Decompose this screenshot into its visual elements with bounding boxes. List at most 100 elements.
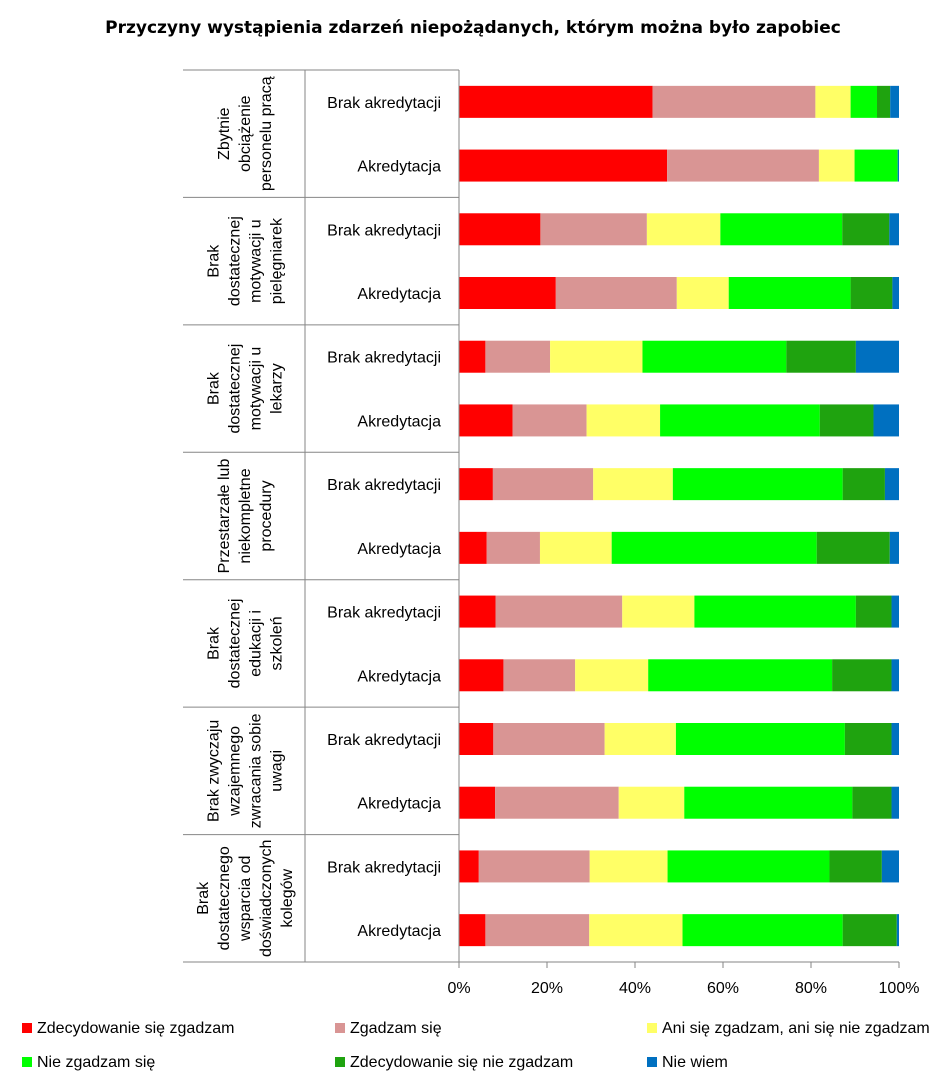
group-label-line: dostatecznej (227, 216, 244, 306)
bar-label: Brak akredytacji (327, 732, 441, 749)
group-label-line: uwagi (269, 750, 286, 792)
legend: Zdecydowanie się zgadzam Zgadzam się Ani s… (0, 1010, 946, 1080)
bar-segment-g1-b1-s5 (877, 85, 891, 118)
group-label: Przestarzałe lub niekompletne procedury (216, 459, 275, 574)
bar-segment-g4-b2-s1 (459, 531, 487, 564)
legend-item: Nie zgadzam się (22, 1054, 155, 1072)
bar-segment-g5-b2-s4 (648, 659, 833, 692)
bar-segment-g1-b1-s4 (850, 85, 877, 118)
bar-segment-g2-b1-s6 (889, 213, 899, 246)
bar-segment-g1-b2-s6 (897, 149, 899, 182)
group-label-line: szkoleń (269, 616, 286, 670)
x-tick-label: 60% (707, 980, 739, 997)
group-label: Brak dostatecznej edukacji i szkoleń (206, 599, 286, 689)
legend-swatch (335, 1023, 345, 1033)
bar-segment-g4-b1-s1 (459, 468, 493, 501)
bar-segment-g3-b2-s3 (586, 404, 661, 437)
x-tick-label: 80% (795, 980, 827, 997)
group-label-line: dostatecznej (227, 599, 244, 689)
bar-segment-g2-b2-s1 (459, 277, 556, 309)
group-label-line: motywacji u (248, 347, 265, 431)
bar-segment-g4-b1-s3 (593, 468, 673, 501)
bar-segment-g3-b2-s5 (819, 404, 874, 437)
legend-item: Zdecydowanie się zgadzam (22, 1020, 234, 1038)
bar-segment-g7-b2-s4 (682, 914, 843, 947)
bar-segment-g7-b2-s1 (459, 914, 486, 947)
legend-label: Zdecydowanie się zgadzam (37, 1020, 235, 1037)
bar-segment-g3-b1-s5 (786, 340, 856, 373)
bar-label: Brak akredytacji (327, 477, 441, 494)
bar-segment-g5-b1-s2 (495, 595, 623, 628)
bar-segment-g4-b1-s2 (492, 468, 594, 501)
x-tick-label: 20% (531, 980, 563, 997)
bar-segment-g7-b1-s4 (667, 850, 830, 883)
legend-label: Nie zgadzam się (37, 1054, 156, 1071)
bar-segment-g6-b1-s3 (604, 723, 676, 755)
group-label-line: dostatecznej (227, 344, 244, 434)
group-label: Brak dostatecznej motywacji u lekarzy (206, 344, 286, 434)
bar-segment-g6-b2-s5 (852, 786, 892, 819)
group-label-line: dostatecznego (216, 846, 233, 950)
bar-segment-g3-b2-s1 (459, 404, 513, 437)
bar-segment-g3-b1-s1 (459, 340, 486, 373)
group-label-line: pielęgniarek (269, 217, 286, 304)
bar-segment-g2-b1-s1 (459, 213, 541, 246)
bar-segment-g4-b1-s4 (672, 468, 843, 501)
bar-segment-g6-b2-s2 (495, 786, 619, 819)
bar-segment-g1-b1-s2 (652, 85, 816, 118)
bar-segment-g1-b2-s3 (818, 149, 855, 182)
bar-segment-g7-b1-s2 (478, 850, 590, 883)
bar-segment-g3-b1-s4 (642, 340, 787, 373)
bar-label: Akredytacja (357, 413, 441, 430)
group-label-line: Brak (206, 244, 223, 278)
bar-label: Brak akredytacji (327, 350, 441, 367)
legend-swatch (22, 1023, 32, 1033)
bar-label: Akredytacja (357, 923, 441, 940)
legend-swatch (647, 1023, 657, 1033)
chart-area: Brak akredytacji Akredytacja Zbytnie obciąż… (183, 69, 919, 997)
group-label-line: procedury (258, 480, 275, 551)
bar-segment-g6-b1-s1 (459, 723, 494, 755)
bar-segment-g5-b2-s3 (575, 659, 649, 692)
bar-segment-g5-b1-s6 (891, 595, 899, 628)
bar-segment-g6-b2-s6 (891, 786, 899, 819)
legend-item: Zdecydowanie się nie zgadzam (335, 1054, 573, 1072)
bar-segment-g2-b1-s2 (540, 213, 647, 246)
bar-segment-g3-b1-s2 (485, 340, 551, 373)
bar-segment-g7-b2-s5 (842, 914, 897, 947)
bar-segment-g7-b1-s5 (829, 850, 882, 883)
bar-segment-g3-b2-s6 (873, 404, 899, 437)
bar-segment-g6-b1-s4 (675, 723, 845, 755)
bar-segment-g3-b2-s4 (660, 404, 820, 437)
group-label-line: zwracania sobie (248, 713, 265, 828)
bar-segment-g4-b2-s2 (486, 531, 540, 564)
bar-segment-g7-b1-s1 (459, 850, 479, 883)
bar-segment-g1-b1-s1 (459, 85, 653, 118)
bar-segment-g3-b1-s6 (855, 340, 899, 373)
bar-segment-g2-b1-s3 (646, 213, 721, 246)
group-label-line: doświadczonych (258, 840, 275, 957)
bar-segment-g6-b2-s4 (684, 786, 853, 819)
group-label-line: wzajemnego (227, 726, 244, 817)
group-label: Brak zwyczaju wzajemnego zwracania sobie uw… (206, 713, 286, 828)
bar-segment-g5-b1-s1 (459, 595, 496, 628)
group-label-line: Brak zwyczaju (206, 720, 223, 822)
bar-segment-g5-b2-s2 (503, 659, 576, 692)
bar-segment-g6-b2-s1 (459, 786, 496, 819)
bar-segment-g2-b2-s2 (555, 277, 677, 309)
bar-label: Brak akredytacji (327, 222, 441, 239)
bar-segment-g2-b2-s6 (892, 277, 899, 309)
bar-label: Akredytacja (357, 796, 441, 813)
bar-segment-g4-b1-s5 (842, 468, 885, 501)
bar-segment-g5-b1-s3 (622, 595, 695, 628)
group-label-line: wsparcia od (237, 856, 254, 942)
bar-segment-g4-b2-s5 (816, 531, 890, 564)
group-label: Zbytnie obciążenie personelu pracą (216, 76, 275, 191)
bar-segment-g1-b1-s3 (815, 85, 851, 118)
bar-label: Brak akredytacji (327, 605, 441, 622)
bar-segment-g4-b1-s6 (884, 468, 899, 501)
legend-item: Nie wiem (647, 1054, 728, 1072)
bar-segment-g2-b2-s5 (850, 277, 893, 309)
group-label-line: Brak (195, 881, 212, 915)
legend-label: Nie wiem (662, 1054, 728, 1071)
